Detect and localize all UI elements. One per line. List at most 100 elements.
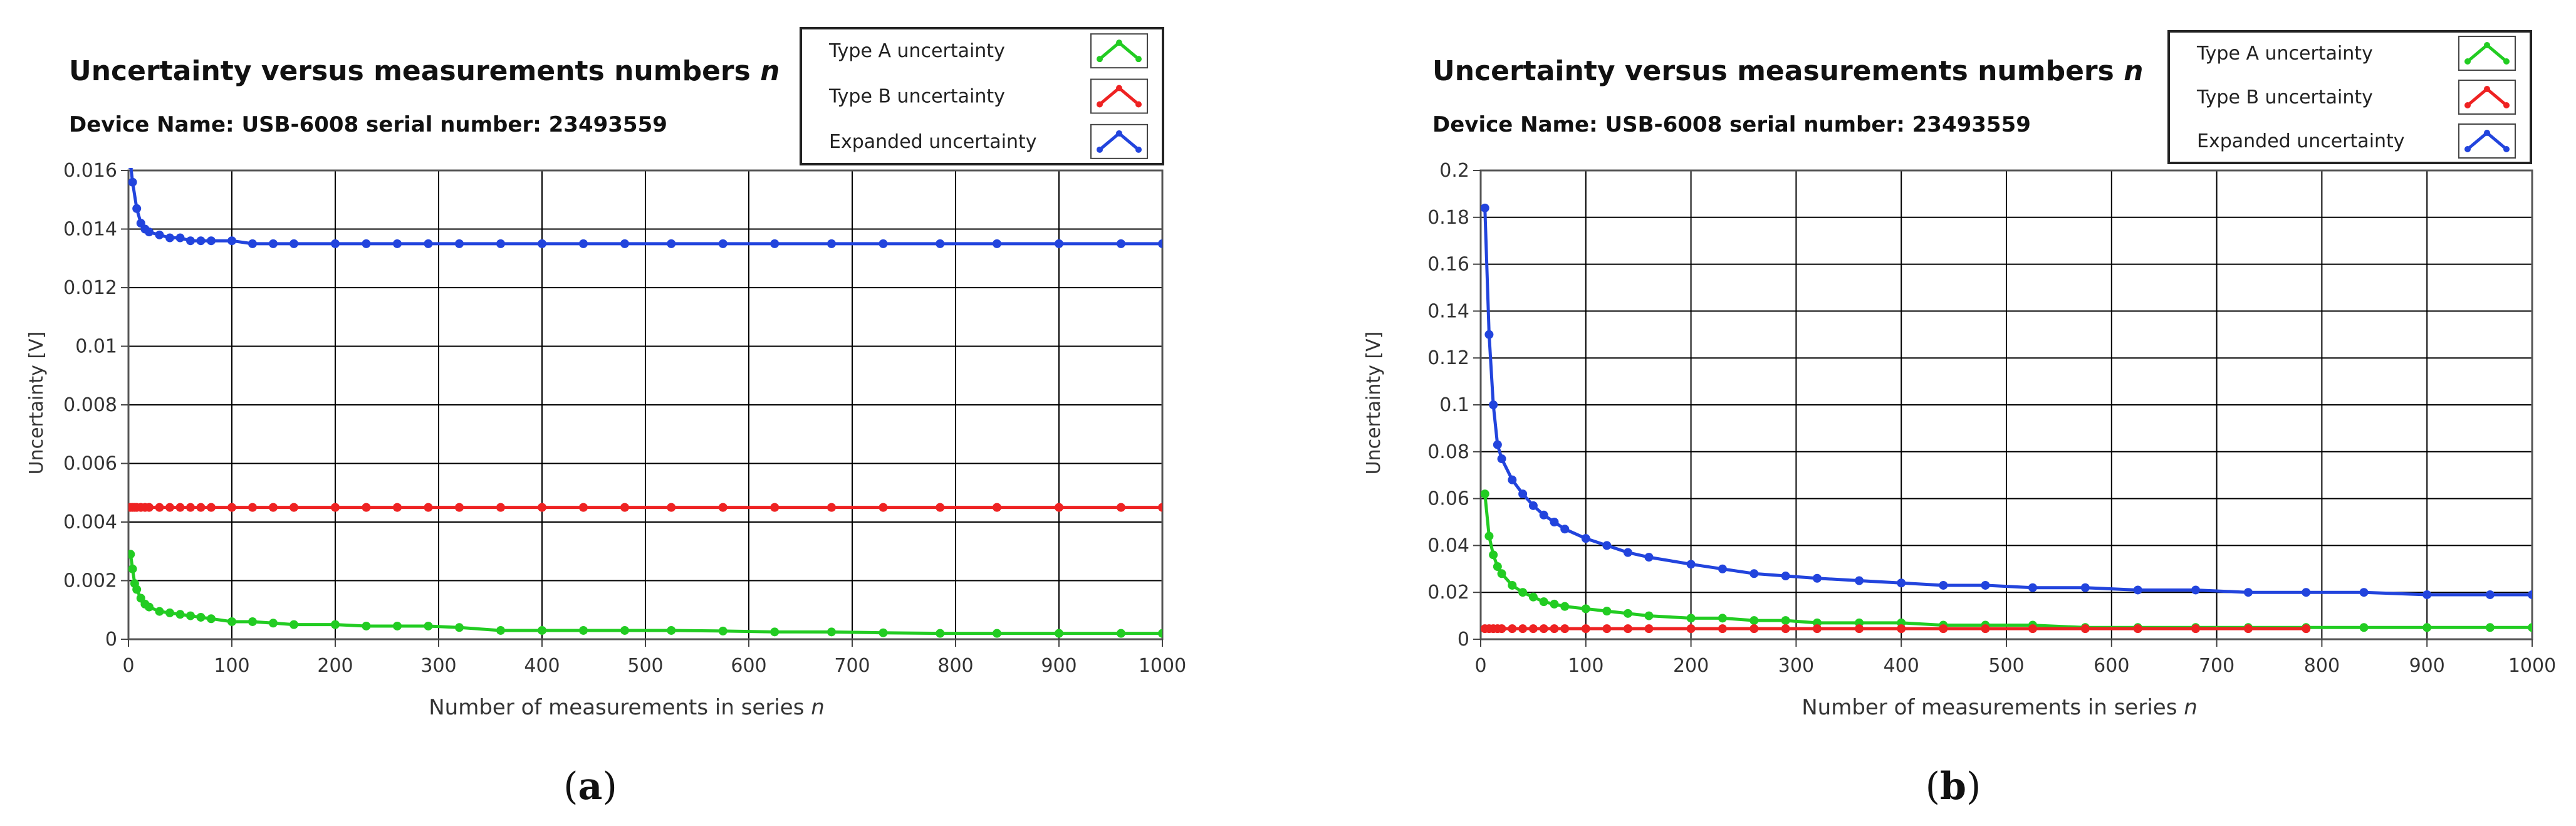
legend-label: Type B uncertainty bbox=[828, 86, 1005, 108]
data-point bbox=[2359, 623, 2369, 632]
y-tick-label: 0.18 bbox=[1427, 207, 1469, 229]
data-point bbox=[175, 610, 185, 619]
data-point bbox=[165, 608, 174, 617]
y-tick-label: 0.006 bbox=[63, 453, 117, 475]
data-point bbox=[2485, 623, 2495, 632]
data-point bbox=[1539, 624, 1548, 634]
legend-marker-point bbox=[1097, 56, 1103, 63]
chart-subtitle: Device Name: USB-6008 serial number: 234… bbox=[1432, 112, 2031, 137]
y-tick-label: 0.01 bbox=[75, 336, 117, 358]
data-point bbox=[879, 239, 888, 248]
data-point bbox=[1497, 454, 1506, 464]
chart-title: Uncertainty versus measurements numbers … bbox=[69, 55, 780, 87]
data-point bbox=[1686, 624, 1696, 634]
data-point bbox=[620, 503, 629, 512]
x-tick-label: 800 bbox=[2304, 655, 2340, 677]
x-tick-label: 100 bbox=[214, 655, 249, 677]
data-point bbox=[1897, 624, 1906, 634]
data-point bbox=[1686, 560, 1696, 569]
y-tick-label: 0.12 bbox=[1427, 347, 1469, 369]
data-point bbox=[393, 239, 402, 248]
x-tick-label: 400 bbox=[1884, 655, 1919, 677]
data-point bbox=[770, 627, 780, 637]
data-point bbox=[1781, 572, 1790, 581]
legend-swatch bbox=[1090, 33, 1148, 69]
data-point bbox=[770, 503, 780, 512]
chart-panel-a: Uncertainty versus measurements numbers … bbox=[26, 27, 1186, 808]
x-tick-label: 1000 bbox=[2508, 655, 2556, 677]
data-point bbox=[1718, 564, 1727, 573]
data-point bbox=[1812, 573, 1822, 583]
chart-panel-b: Uncertainty versus measurements numbers … bbox=[1288, 0, 2576, 826]
legend-swatch bbox=[1090, 123, 1148, 159]
data-point bbox=[207, 614, 216, 624]
data-point bbox=[1560, 602, 1570, 611]
data-point bbox=[331, 239, 340, 248]
data-point bbox=[1539, 597, 1548, 607]
x-tick-label: 1000 bbox=[1139, 655, 1186, 677]
data-point bbox=[879, 503, 888, 512]
legend-swatch bbox=[2458, 123, 2516, 159]
legend-swatch bbox=[2458, 80, 2516, 115]
data-point bbox=[455, 623, 464, 632]
data-point bbox=[1781, 616, 1790, 625]
x-tick-label: 700 bbox=[834, 655, 870, 677]
data-point bbox=[269, 619, 278, 628]
y-tick-label: 0.04 bbox=[1427, 535, 1469, 557]
data-point bbox=[1528, 624, 1538, 634]
data-point bbox=[579, 503, 588, 512]
data-point bbox=[289, 620, 298, 629]
data-point bbox=[1718, 614, 1727, 623]
data-point bbox=[993, 503, 1001, 512]
data-point bbox=[496, 625, 505, 635]
data-point bbox=[2485, 590, 2495, 599]
x-tick-label: 900 bbox=[2409, 655, 2445, 677]
legend: Type A uncertainty Type B uncertainty Expa… bbox=[2167, 30, 2532, 164]
data-point bbox=[207, 503, 216, 512]
data-point bbox=[1602, 624, 1612, 634]
data-point bbox=[1518, 588, 1528, 597]
data-point bbox=[269, 239, 278, 248]
series-3 bbox=[1481, 203, 2532, 599]
chart-title: Uncertainty versus measurements numbers … bbox=[1432, 55, 2143, 87]
data-point bbox=[393, 503, 402, 512]
data-point bbox=[196, 612, 206, 622]
y-tick-label: 0.008 bbox=[63, 394, 117, 416]
x-axis-label: Number of measurements in series n bbox=[1802, 695, 2198, 720]
legend-marker-point bbox=[1135, 146, 1142, 153]
data-point bbox=[1481, 489, 1489, 499]
data-point bbox=[289, 503, 298, 512]
legend-label: Type B uncertainty bbox=[2196, 86, 2373, 108]
data-point bbox=[1939, 580, 1948, 590]
data-point bbox=[1550, 518, 1559, 526]
data-point bbox=[1508, 580, 1517, 590]
data-point bbox=[165, 503, 174, 512]
x-tick-label: 700 bbox=[2199, 655, 2234, 677]
data-point bbox=[2243, 624, 2253, 634]
x-tick-label: 500 bbox=[627, 655, 663, 677]
data-point bbox=[1484, 531, 1494, 541]
y-tick-label: 0.06 bbox=[1427, 488, 1469, 510]
figure-caption: (a) bbox=[563, 765, 617, 808]
y-tick-label: 0.02 bbox=[1427, 582, 1469, 604]
x-tick-label: 400 bbox=[524, 655, 560, 677]
data-point bbox=[1055, 629, 1063, 638]
data-point bbox=[827, 239, 836, 248]
data-point bbox=[2028, 624, 2037, 634]
x-tick-label: 0 bbox=[122, 655, 134, 677]
data-point bbox=[455, 239, 464, 248]
legend-marker-point bbox=[1097, 146, 1103, 153]
data-point bbox=[1939, 624, 1948, 634]
legend-marker-point bbox=[2484, 42, 2490, 48]
x-tick-label: 600 bbox=[731, 655, 766, 677]
legend-marker-point bbox=[2484, 86, 2490, 92]
data-point bbox=[269, 503, 278, 512]
data-point bbox=[1644, 624, 1654, 634]
data-point bbox=[1539, 510, 1548, 520]
data-point bbox=[1749, 624, 1759, 634]
data-point bbox=[1812, 624, 1822, 634]
x-tick-label: 900 bbox=[1041, 655, 1077, 677]
y-tick-label: 0.08 bbox=[1427, 441, 1469, 463]
x-tick-label: 300 bbox=[420, 655, 456, 677]
series-2 bbox=[1481, 624, 2311, 634]
